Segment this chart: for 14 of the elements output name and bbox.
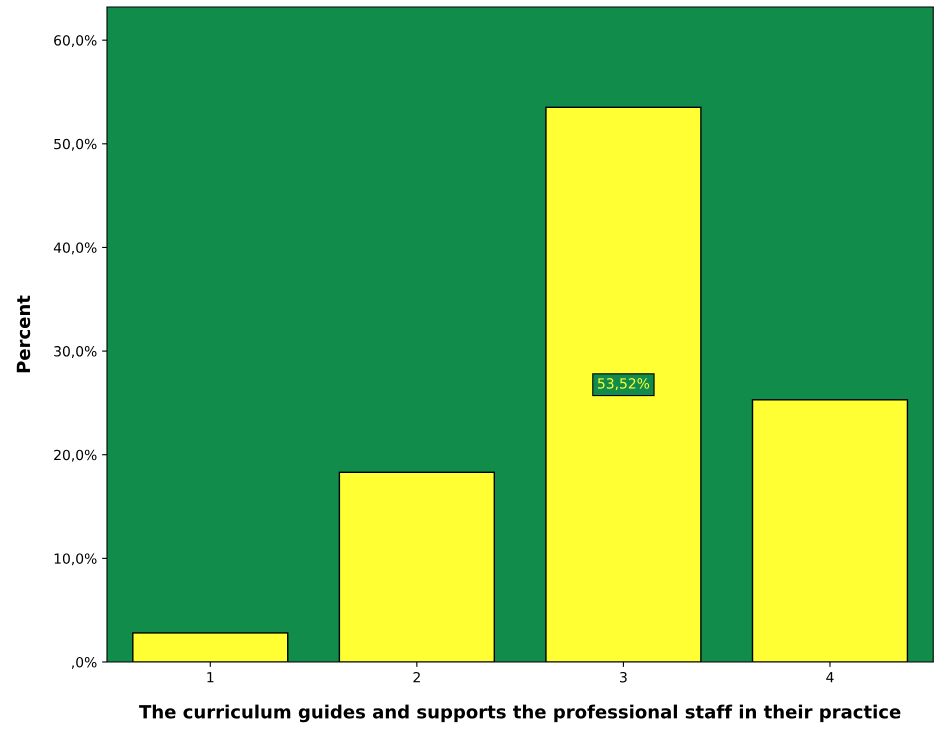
x-axis-title: The curriculum guides and supports the professional staff in their practice <box>139 704 900 722</box>
y-tick-label: 30,0% <box>54 346 97 358</box>
y-tick-label: 60,0% <box>54 35 97 48</box>
x-tick-label: 4 <box>826 672 834 682</box>
y-tick-label: 20,0% <box>54 450 97 462</box>
y-axis-title: Percent <box>16 296 30 372</box>
y-tick-label: 50,0% <box>54 138 97 151</box>
x-tick-label: 1 <box>207 672 214 682</box>
data-label: 53,52% <box>598 378 650 390</box>
x-tick-label: 3 <box>620 672 627 682</box>
x-tick-label: 2 <box>413 672 420 682</box>
y-tick-label: 10,0% <box>54 553 97 566</box>
y-tick-label: 40,0% <box>54 242 97 254</box>
y-tick-label: ,0% <box>72 656 97 669</box>
